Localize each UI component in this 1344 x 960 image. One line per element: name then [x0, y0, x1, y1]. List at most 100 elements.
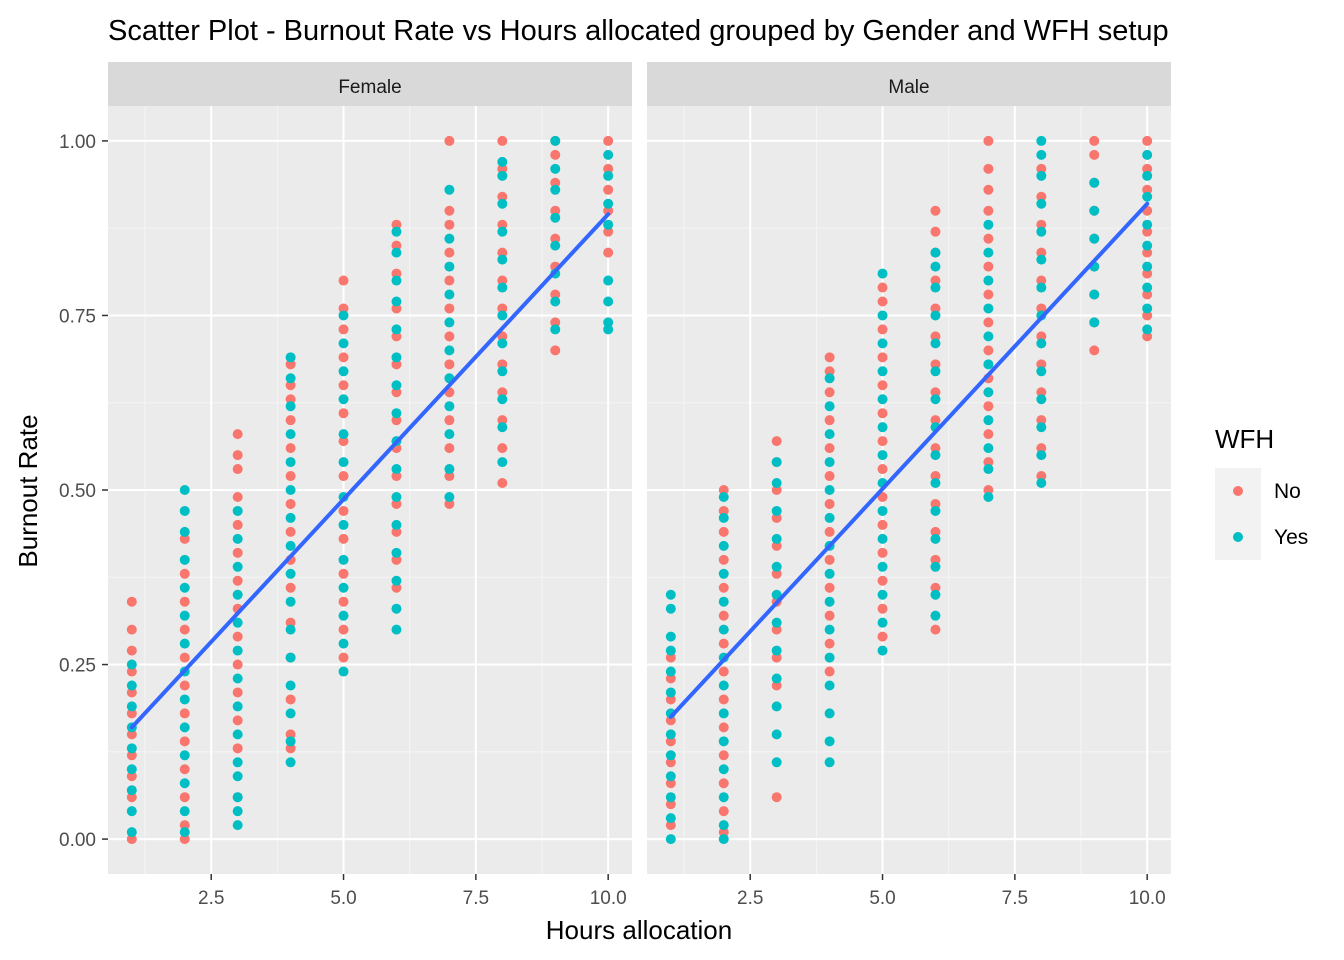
data-point-yes	[126, 680, 137, 691]
data-point-no	[771, 624, 782, 635]
data-point-yes	[930, 610, 941, 621]
data-point-no	[1036, 331, 1047, 342]
data-point-yes	[1036, 226, 1047, 237]
data-point-no	[665, 778, 676, 789]
data-point-yes	[285, 596, 296, 607]
data-point-yes	[665, 603, 676, 614]
data-point-yes	[232, 673, 243, 684]
data-point-no	[444, 498, 455, 509]
chart-title: Scatter Plot - Burnout Rate vs Hours all…	[108, 15, 1169, 47]
data-point-no	[285, 498, 296, 509]
data-point-no	[338, 275, 349, 286]
data-point-no	[338, 533, 349, 544]
data-point-yes	[1142, 170, 1153, 181]
data-point-yes	[603, 275, 614, 286]
data-point-no	[930, 624, 941, 635]
data-point-yes	[930, 338, 941, 349]
data-point-yes	[877, 645, 888, 656]
data-point-yes	[603, 219, 614, 230]
data-point-no	[179, 708, 190, 719]
data-point-yes	[824, 736, 835, 747]
data-point-yes	[1142, 324, 1153, 335]
data-point-yes	[603, 149, 614, 160]
data-point-yes	[824, 485, 835, 495]
data-point-no	[497, 303, 508, 314]
data-point-no	[179, 533, 190, 544]
data-point-yes	[444, 289, 455, 300]
data-point-yes	[1142, 303, 1153, 314]
data-point-no	[1036, 415, 1047, 426]
data-point-no	[718, 505, 729, 516]
data-point-no	[718, 750, 729, 761]
data-point-no	[1142, 163, 1153, 174]
data-point-no	[285, 471, 296, 482]
data-point-yes	[232, 820, 243, 831]
data-point-yes	[877, 268, 888, 279]
data-point-no	[824, 498, 835, 509]
data-point-yes	[824, 457, 835, 468]
data-point-yes	[285, 736, 296, 747]
data-point-yes	[771, 729, 782, 740]
legend-label-no: No	[1274, 480, 1301, 503]
data-point-no	[1142, 268, 1153, 279]
data-point-yes	[877, 617, 888, 628]
data-point-yes	[126, 806, 137, 817]
data-point-no	[930, 582, 941, 593]
data-point-yes	[126, 764, 137, 775]
data-point-no	[179, 820, 190, 831]
data-point-no	[285, 743, 296, 754]
data-point-yes	[550, 240, 561, 251]
data-point-yes	[391, 380, 402, 391]
data-point-yes	[824, 624, 835, 635]
data-point-yes	[391, 464, 402, 475]
data-point-yes	[232, 617, 243, 628]
data-point-yes	[877, 394, 888, 405]
data-point-no	[877, 464, 888, 475]
data-point-no	[771, 680, 782, 691]
data-point-yes	[338, 429, 349, 440]
x-tick-label: 10.0	[590, 888, 627, 909]
data-point-no	[930, 443, 941, 454]
data-point-yes	[877, 450, 888, 461]
facet-panel-male: Male 2.5 5.0 7.5 10.0	[647, 62, 1171, 909]
y-tick-label: 0.50	[59, 481, 96, 502]
x-tick-label: 7.5	[463, 888, 489, 909]
data-point-yes	[179, 610, 190, 621]
data-point-yes	[718, 491, 729, 502]
data-point-no	[550, 149, 561, 160]
data-point-no	[232, 519, 243, 530]
data-point-yes	[497, 394, 508, 405]
data-point-yes	[550, 212, 561, 223]
data-point-yes	[771, 457, 782, 468]
data-point-no	[391, 331, 402, 342]
data-point-no	[603, 163, 614, 174]
data-point-no	[444, 359, 455, 370]
data-point-yes	[285, 373, 296, 384]
data-point-yes	[665, 750, 676, 761]
data-point-no	[126, 750, 137, 761]
data-point-yes	[603, 317, 614, 328]
data-point-yes	[603, 296, 614, 307]
data-point-no	[391, 268, 402, 279]
data-point-yes	[771, 533, 782, 544]
data-point-yes	[391, 575, 402, 586]
data-point-no	[930, 498, 941, 509]
data-point-no	[603, 205, 614, 216]
data-point-yes	[497, 366, 508, 377]
data-point-no	[338, 436, 349, 447]
data-point-yes	[771, 505, 782, 516]
data-point-yes	[232, 792, 243, 803]
data-point-yes	[179, 485, 190, 495]
data-point-yes	[179, 806, 190, 817]
data-point-yes	[179, 827, 190, 838]
data-point-yes	[232, 589, 243, 600]
x-axis-title: Hours allocation	[546, 915, 732, 945]
facet-strip-label: Female	[338, 77, 401, 98]
data-point-yes	[1142, 282, 1153, 293]
data-point-no	[338, 568, 349, 579]
data-point-no	[179, 834, 190, 845]
data-point-no	[983, 233, 994, 244]
data-point-no	[126, 708, 137, 719]
